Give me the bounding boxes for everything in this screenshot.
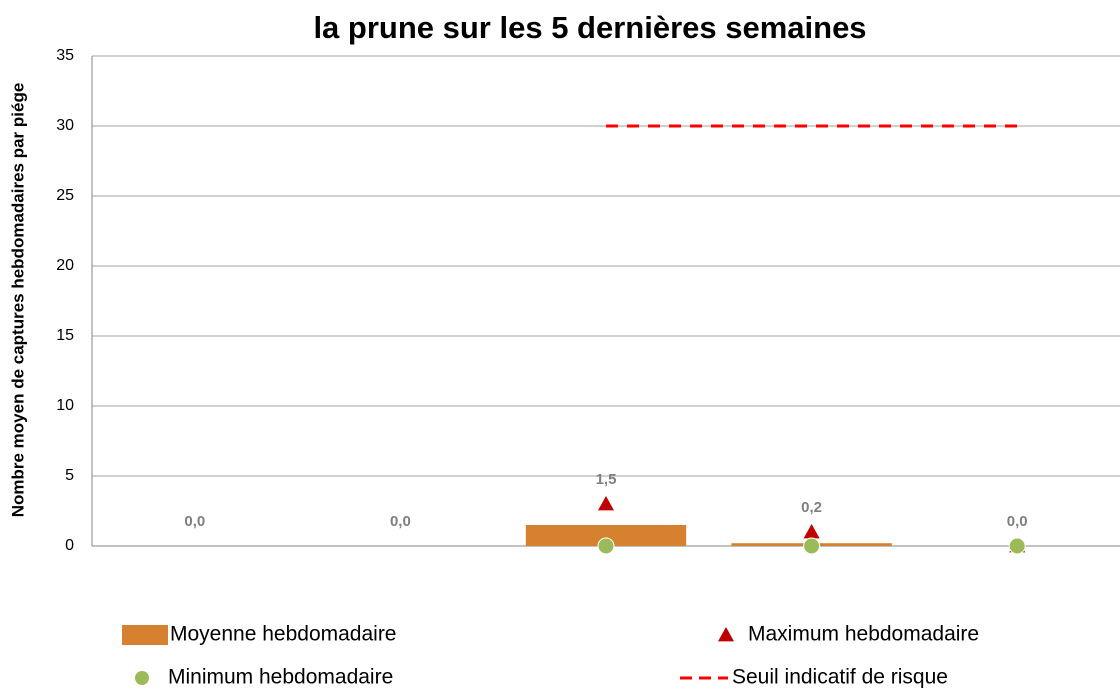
value-label: 0,0 (390, 513, 411, 530)
y-axis-label: Nombre moyen de captures hebdomadaires p… (8, 83, 27, 518)
legend-label: Maximum hebdomadaire (748, 623, 979, 646)
y-tick-label: 35 (56, 47, 74, 64)
y-tick-label: 0 (65, 537, 74, 554)
legend-label: Minimum hebdomadaire (168, 666, 393, 689)
y-tick-label: 20 (56, 257, 74, 274)
y-tick-label: 30 (56, 117, 74, 134)
value-label: 0,0 (1007, 513, 1028, 530)
legend-swatch (718, 627, 734, 642)
y-tick-label: 25 (56, 187, 74, 204)
value-label: 1,5 (596, 471, 617, 488)
value-label: 0,2 (801, 499, 822, 516)
legend-label: Seuil indicatif de risque (732, 666, 948, 689)
chart-title: la prune sur les 5 dernières semaines (313, 10, 866, 45)
legend-swatch (122, 625, 168, 645)
legend-swatch (135, 671, 149, 685)
y-tick-label: 15 (56, 327, 74, 344)
min-marker (803, 537, 821, 555)
y-tick-label: 10 (56, 397, 74, 414)
min-marker (597, 537, 615, 555)
min-marker (1008, 537, 1026, 555)
legend-label: Moyenne hebdomadaire (170, 623, 397, 646)
y-tick-label: 5 (65, 467, 74, 484)
value-label: 0,0 (184, 513, 205, 530)
max-marker (803, 524, 820, 539)
max-marker (598, 496, 614, 511)
bar (525, 525, 687, 546)
